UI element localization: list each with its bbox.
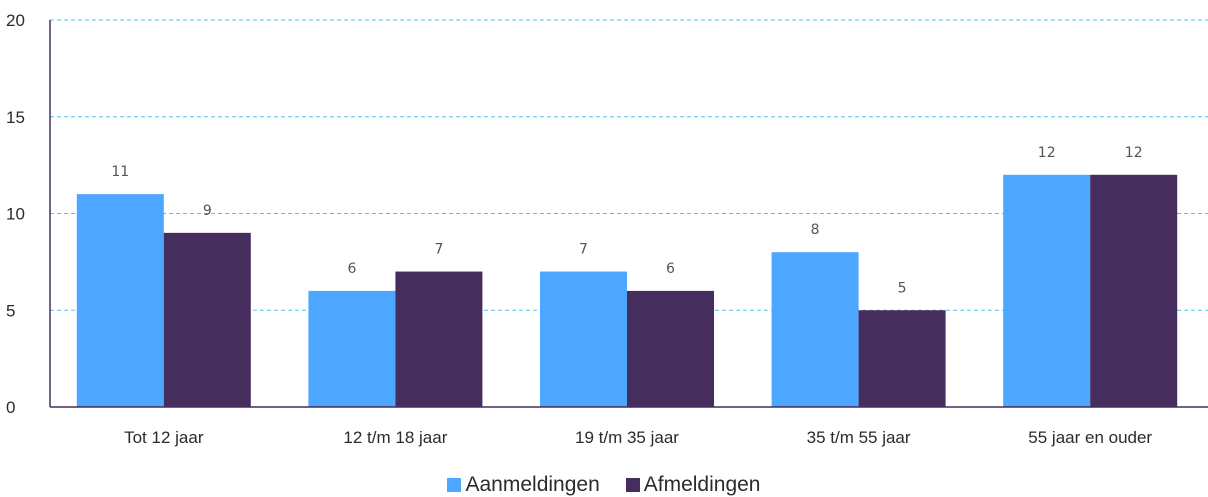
data-label-afmeldingen: 12: [1125, 145, 1143, 161]
data-label-aanmeldingen: 7: [579, 242, 588, 258]
legend-label-aanmeldingen: Aanmeldingen: [465, 473, 600, 496]
data-label-aanmeldingen: 12: [1038, 145, 1056, 161]
bar-aanmeldingen: [771, 252, 859, 407]
y-tick-label: 15: [6, 108, 25, 127]
data-label-aanmeldingen: 8: [811, 222, 820, 238]
legend-label-afmeldingen: Afmeldingen: [643, 473, 761, 496]
legend-item-aanmeldingen: Aanmeldingen: [447, 473, 600, 496]
x-tick-label: 19 t/m 35 jaar: [575, 428, 679, 447]
data-label-afmeldingen: 6: [666, 261, 675, 277]
axes: 0 5 10 15 20 Tot 12 jaar 12 t/m 18 jaar 19 t/m …: [6, 11, 1208, 447]
bar-aanmeldingen: [76, 194, 164, 407]
x-tick-label: 55 jaar en ouder: [1028, 428, 1152, 447]
x-tick-label: 35 t/m 55 jaar: [807, 428, 911, 447]
data-label-afmeldingen: 9: [203, 203, 212, 219]
bar-aanmeldingen: [308, 290, 396, 407]
x-tick-label: 12 t/m 18 jaar: [343, 428, 447, 447]
bar-afmeldingen: [858, 310, 946, 407]
bar-afmeldingen: [395, 271, 483, 407]
legend-item-afmeldingen: Afmeldingen: [625, 473, 761, 496]
bars: [76, 174, 1178, 407]
x-tick-label: Tot 12 jaar: [124, 428, 204, 447]
bar-aanmeldingen: [540, 271, 627, 407]
bar-afmeldingen: [627, 290, 714, 407]
legend: Aanmeldingen Afmeldingen: [0, 474, 1208, 496]
legend-swatch-aanmeldingen: [447, 478, 462, 492]
data-label-afmeldingen: 5: [898, 280, 907, 296]
y-tick-label: 20: [6, 11, 25, 30]
data-label-afmeldingen: 7: [434, 242, 443, 258]
data-label-aanmeldingen: 11: [111, 164, 129, 180]
y-tick-label: 10: [6, 205, 25, 224]
bar-aanmeldingen: [1003, 174, 1091, 407]
data-labels: 11 9 6 7 7 6 8 5 12 12: [111, 145, 1142, 296]
bar-afmeldingen: [1090, 174, 1178, 407]
y-tick-label: 5: [6, 301, 15, 320]
bar-chart: 11 9 6 7 7 6 8 5 12 12 0 5 10 15 20 Tot 12 jaar 12 t/m …: [6, 11, 1208, 447]
legend-swatch-afmeldingen: [625, 478, 640, 492]
bar-afmeldingen: [163, 232, 251, 407]
y-tick-label: 0: [6, 398, 15, 417]
data-label-aanmeldingen: 6: [347, 261, 356, 277]
